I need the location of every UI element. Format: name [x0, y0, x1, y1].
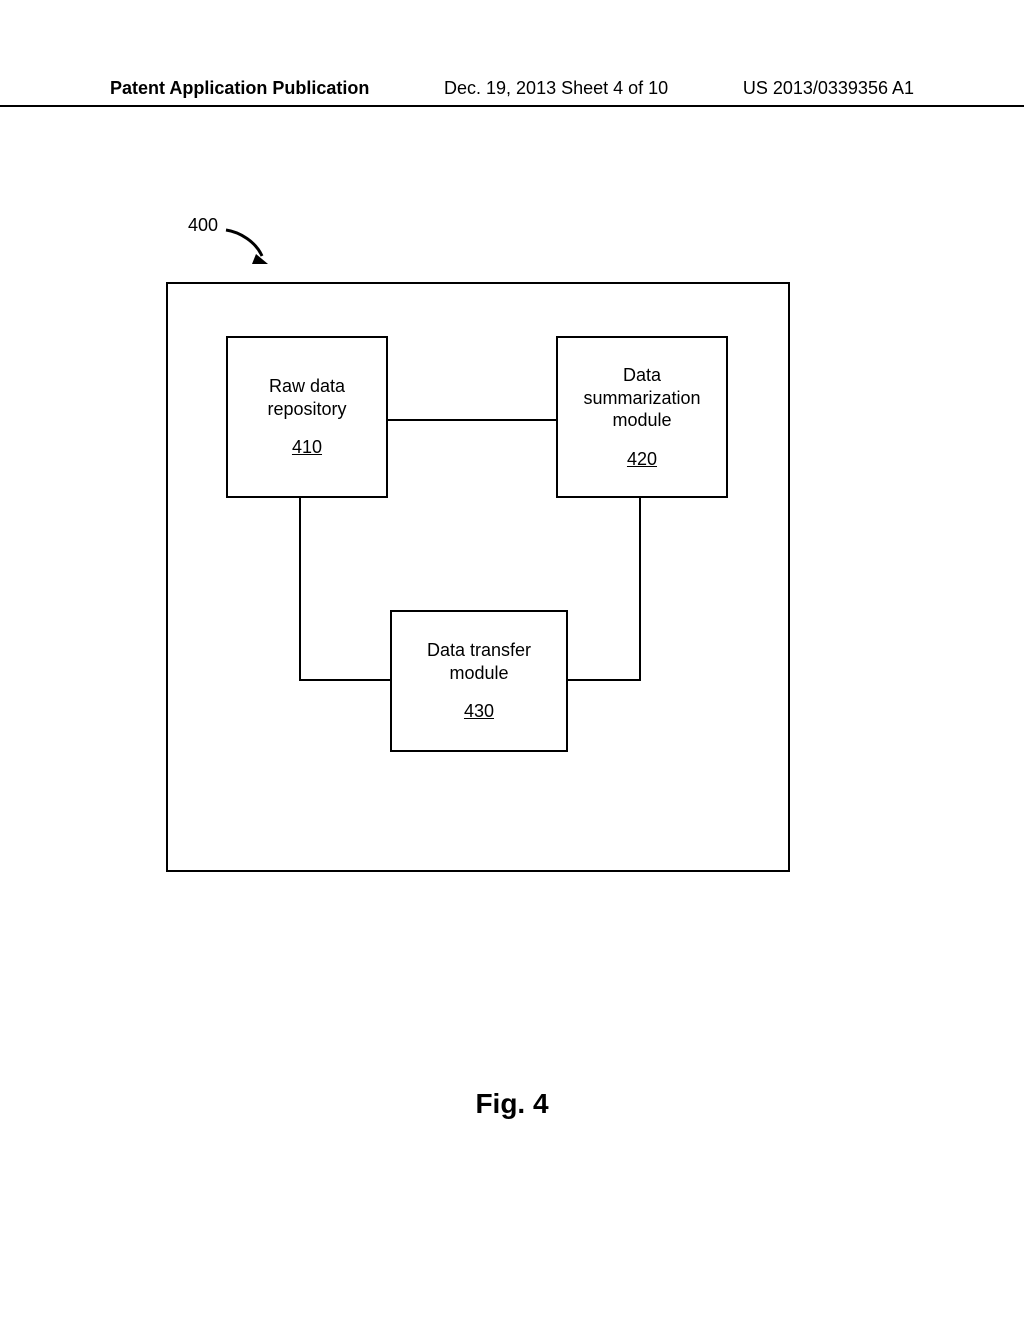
edge-raw-to-summ — [388, 419, 556, 421]
edge-raw-to-xfer-h — [299, 679, 390, 681]
node-ref-number: 410 — [292, 436, 322, 459]
node-ref-number: 430 — [464, 700, 494, 723]
edge-summ-to-xfer-h — [568, 679, 641, 681]
ref-arrow-icon — [222, 224, 276, 270]
node-data-transfer-module: Data transfer module 430 — [390, 610, 568, 752]
node-raw-data-repository: Raw data repository 410 — [226, 336, 388, 498]
node-label: Raw data repository — [267, 375, 346, 420]
node-label: Data summarization module — [583, 364, 700, 432]
node-ref-number: 420 — [627, 448, 657, 471]
node-label-line: Raw data — [269, 376, 345, 396]
header-date-sheet: Dec. 19, 2013 Sheet 4 of 10 — [444, 78, 668, 99]
node-label-line: repository — [267, 399, 346, 419]
node-data-summarization-module: Data summarization module 420 — [556, 336, 728, 498]
node-label-line: Data transfer — [427, 640, 531, 660]
page-header: Patent Application Publication Dec. 19, … — [0, 78, 1024, 107]
node-label: Data transfer module — [427, 639, 531, 684]
node-label-line: summarization — [583, 388, 700, 408]
figure-caption: Fig. 4 — [0, 1088, 1024, 1120]
page: Patent Application Publication Dec. 19, … — [0, 0, 1024, 1320]
node-label-line: Data — [623, 365, 661, 385]
header-pub-number: US 2013/0339356 A1 — [743, 78, 914, 99]
figure-ref-number: 400 — [188, 215, 218, 236]
edge-summ-to-xfer-v — [639, 498, 641, 680]
header-publication: Patent Application Publication — [110, 78, 369, 99]
node-label-line: module — [612, 410, 671, 430]
edge-raw-to-xfer-v — [299, 498, 301, 680]
node-label-line: module — [449, 663, 508, 683]
